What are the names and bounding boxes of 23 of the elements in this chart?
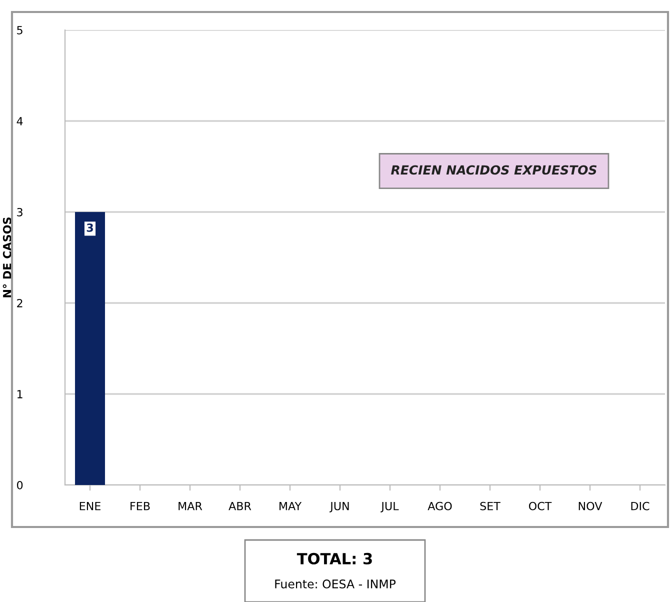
x-tick-label: DIC [631,502,650,510]
y-tick-label: 1 [17,390,22,398]
x-tick-label: JUN [330,502,349,512]
data-label: 3 [86,223,93,232]
source-note: Fuente: OESA - INMP [275,579,396,588]
x-tick-label: ABR [228,502,252,510]
y-tick-label: 2 [17,298,22,308]
x-tick-label: AGO [428,502,452,510]
text: RECIEN NACIDOS EXPUESTOS [391,165,597,175]
x-tick-label: MAR [178,502,202,510]
x-tick-label: FEB [130,502,150,510]
y-tick-label: 0 [16,480,23,490]
x-tick-label: SET [480,502,500,510]
x-tick-label: JUL [380,502,399,512]
x-tick-label: OCT [528,502,552,510]
y-axis-title: N° DE CASOS [2,218,12,298]
x-tick-label: NOV [578,502,602,510]
x-tick-label: MAY [280,502,302,510]
x-tick-label: ENE [80,502,100,510]
text: TOTAL: 3 [296,552,372,564]
y-tick-label: 4 [16,117,23,126]
y-tick-label: 5 [17,26,22,34]
y-tick-label: 3 [17,208,22,216]
